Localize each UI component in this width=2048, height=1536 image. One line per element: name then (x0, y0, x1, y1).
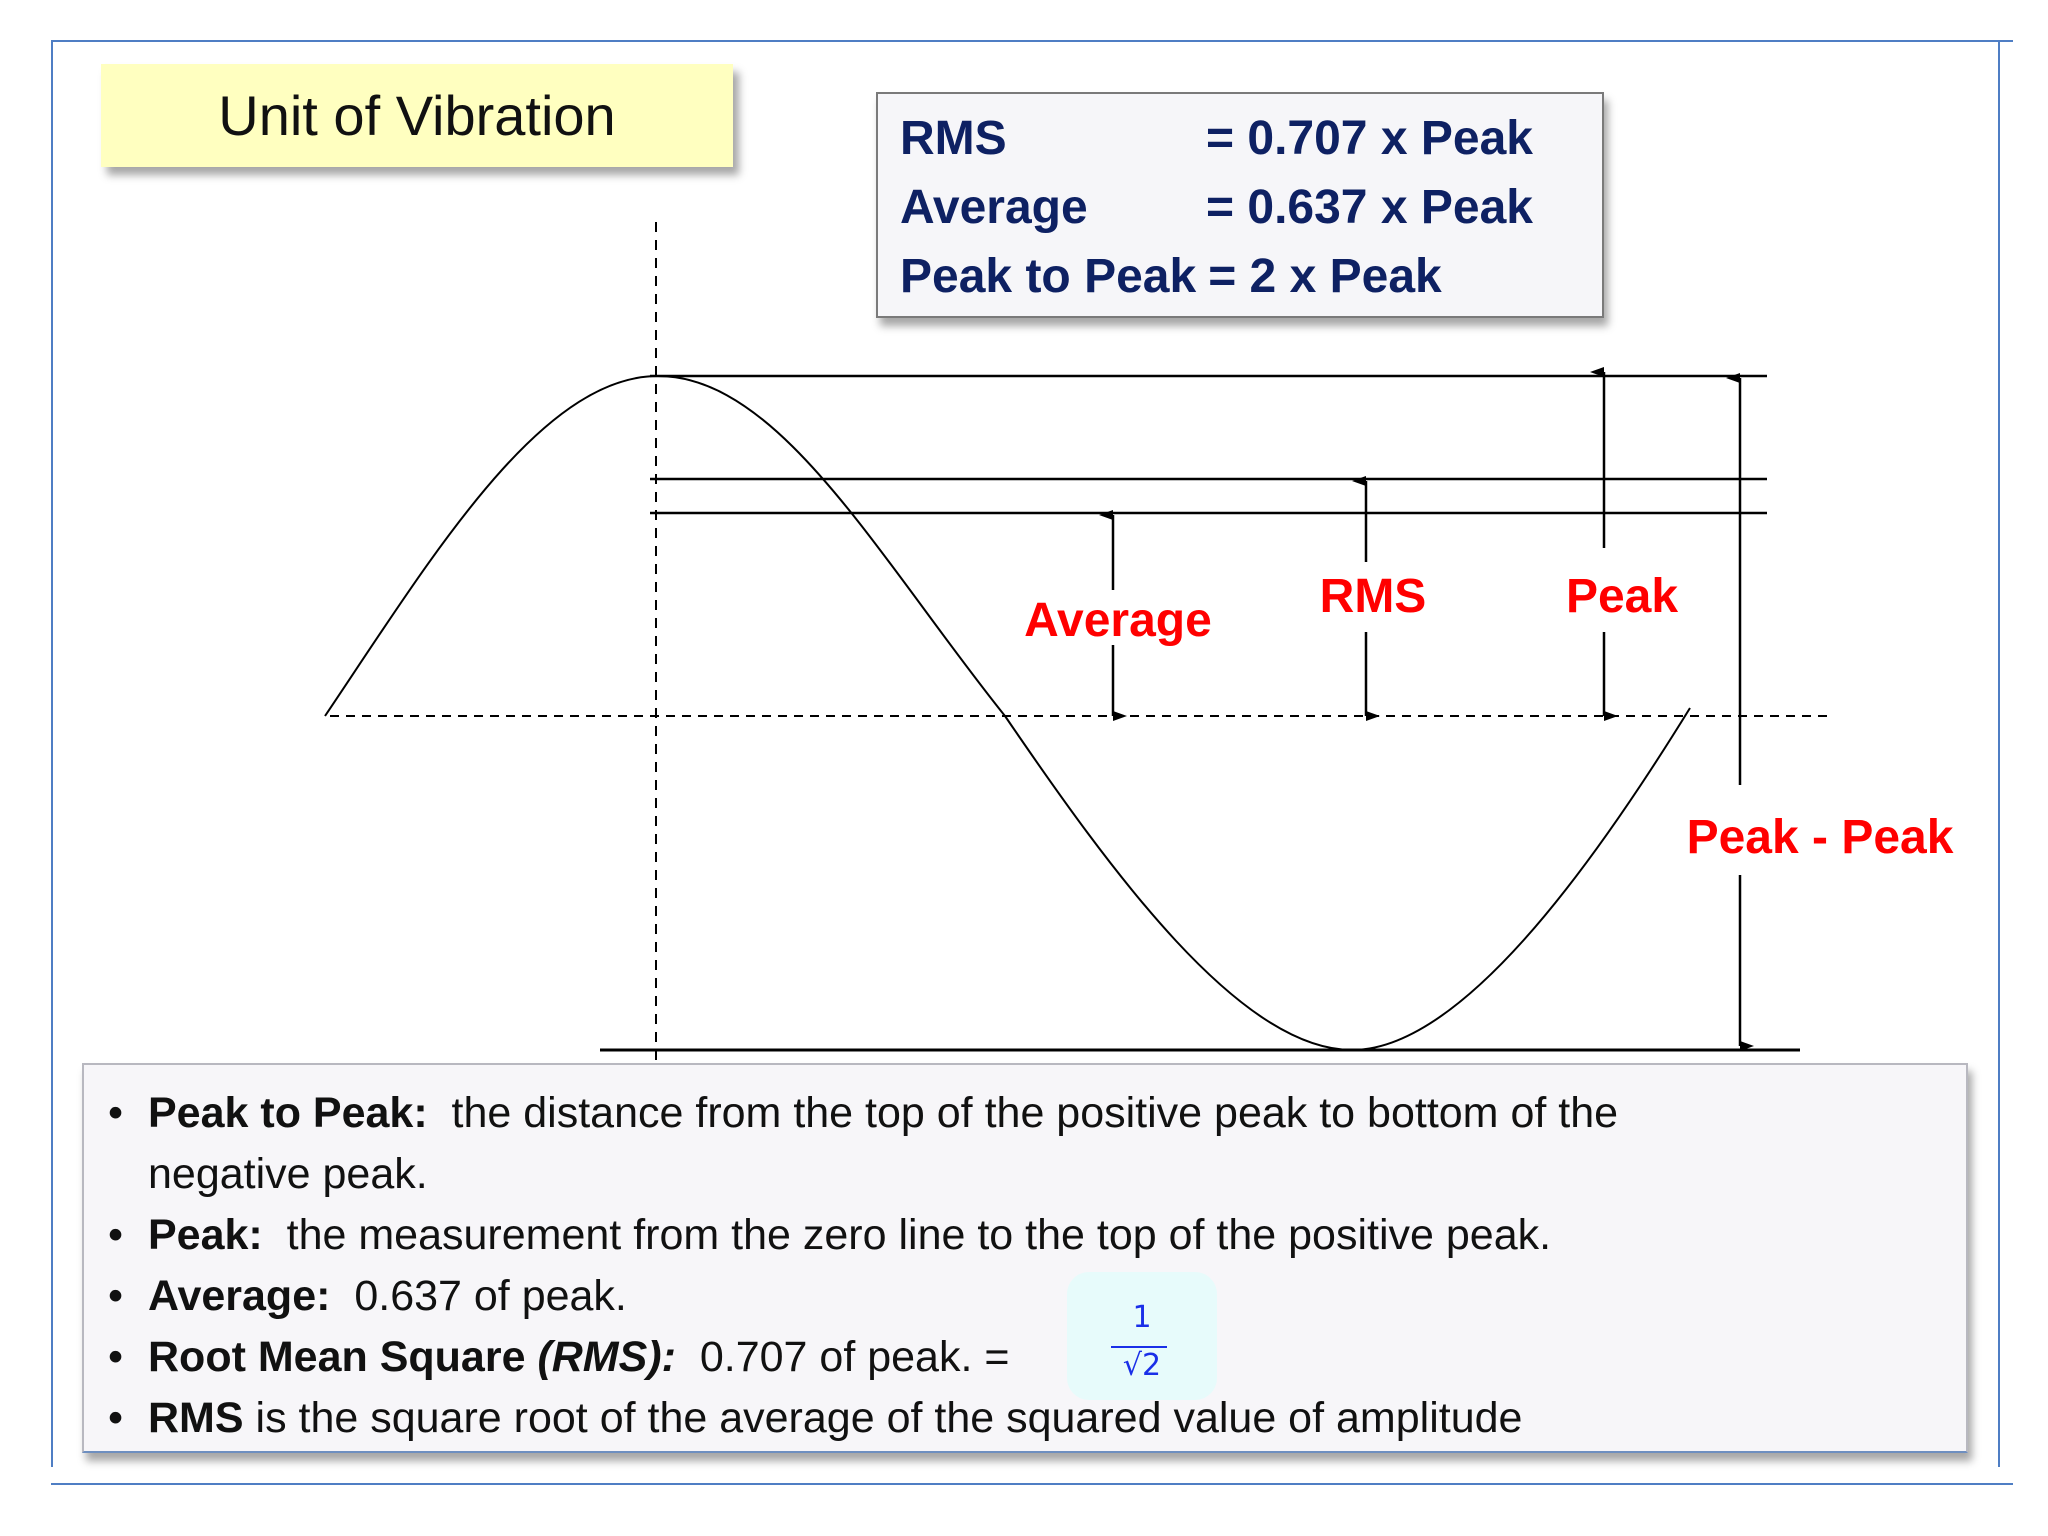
note-average: • Average: 0.637 of peak. (108, 1266, 1966, 1327)
formula-value: = 2 x Peak (1208, 250, 1442, 303)
formula-label: Peak to Peak (900, 250, 1197, 303)
formula-row-average: Average = 0.637 x Peak (900, 173, 1602, 242)
formula-value: = 0.637 x Peak (1206, 181, 1533, 234)
peak-label: Peak (1566, 570, 1678, 623)
frame-left-line (51, 40, 53, 1467)
frame-right-line (1998, 40, 2000, 1467)
fraction-numerator: 1 (1132, 1300, 1152, 1335)
note-peak-to-peak: • Peak to Peak: the distance from the to… (108, 1083, 1966, 1144)
note-rms: • Root Mean Square (RMS): 0.707 of peak.… (108, 1327, 1966, 1388)
bullet-icon: • (108, 1333, 124, 1381)
note-term: RMS (148, 1394, 244, 1442)
note-term-italic: (RMS): (537, 1333, 676, 1381)
note-text: the measurement from the zero line to th… (262, 1211, 1552, 1259)
note-text: 0.707 of peak. = (675, 1333, 1010, 1381)
note-term: Root Mean Square (148, 1333, 538, 1381)
title-box: Unit of Vibration (101, 64, 733, 167)
formula-box: RMS = 0.707 x Peak Average = 0.637 x Pea… (876, 92, 1604, 318)
note-text: is the square root of the average of the… (243, 1394, 1523, 1442)
rms-label: RMS (1320, 570, 1427, 623)
fraction-bar (1111, 1346, 1167, 1348)
formula-label: RMS (900, 112, 1007, 165)
bullet-icon: • (108, 1394, 124, 1442)
fraction-denominator: √2 (1122, 1348, 1162, 1383)
note-term: Peak: (148, 1211, 263, 1259)
fraction-one-over-root-two: 1 √2 (1067, 1272, 1217, 1400)
note-text: the distance from the top of the positiv… (427, 1089, 1619, 1137)
formula-row-peak-to-peak: Peak to Peak = 2 x Peak (900, 242, 1602, 311)
note-term: Peak to Peak: (148, 1089, 428, 1137)
note-term: Average: (148, 1272, 331, 1320)
frame-bottom-line (51, 1483, 2013, 1485)
formula-value: = 0.707 x Peak (1206, 112, 1533, 165)
note-peak-to-peak-continuation: negative peak. (108, 1144, 1966, 1205)
peak-peak-label: Peak - Peak (1687, 811, 1954, 864)
formula-label: Average (900, 181, 1088, 234)
note-text: 0.637 of peak. (330, 1272, 627, 1320)
note-text: negative peak. (148, 1150, 428, 1198)
bullet-icon: • (108, 1089, 124, 1137)
frame-top-line (51, 40, 2013, 42)
note-peak: • Peak: the measurement from the zero li… (108, 1205, 1966, 1266)
bullet-icon: • (108, 1211, 124, 1259)
slide-title: Unit of Vibration (218, 84, 616, 147)
sine-wave-curve (324, 374, 1691, 1052)
average-label: Average (1024, 594, 1212, 647)
note-rms-definition: • RMS is the square root of the average … (108, 1388, 1966, 1449)
definitions-box: • Peak to Peak: the distance from the to… (82, 1063, 1968, 1453)
bullet-icon: • (108, 1272, 124, 1320)
formula-row-rms: RMS = 0.707 x Peak (900, 104, 1602, 173)
